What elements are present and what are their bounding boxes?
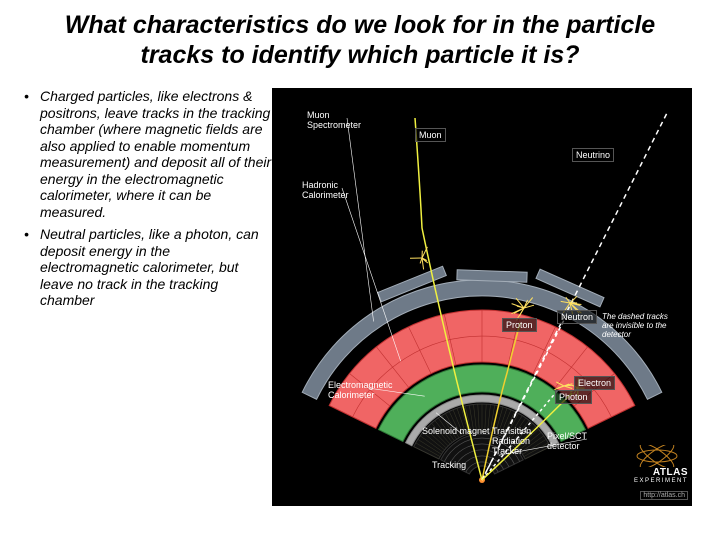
detector-diagram: ATLAS EXPERIMENT http://atlas.ch MuonSpe…: [272, 88, 692, 506]
diagram-label: HadronicCalorimeter: [302, 180, 349, 200]
diagram-label: Neutron: [557, 310, 597, 324]
diagram-label: MuonSpectrometer: [307, 110, 361, 130]
diagram-label: Solenoid magnet: [422, 426, 490, 436]
logo-url: http://atlas.ch: [640, 491, 688, 500]
diagram-label: TransitionRadiationTracker: [492, 426, 531, 456]
diagram-label: Pixel/SCTdetector: [547, 431, 587, 451]
diagram-label: ElectromagneticCalorimeter: [328, 380, 393, 400]
bullet-list: Charged particles, like electrons & posi…: [22, 88, 272, 506]
logo-title: ATLAS: [634, 467, 688, 478]
bullet-item: Charged particles, like electrons & posi…: [22, 88, 272, 220]
content-row: Charged particles, like electrons & posi…: [0, 88, 720, 506]
diagram-label: The dashed tracks are invisible to the d…: [602, 313, 680, 339]
diagram-label: Tracking: [432, 460, 466, 470]
atlas-rings-icon: [634, 445, 680, 467]
atlas-logo: ATLAS EXPERIMENT http://atlas.ch: [634, 445, 688, 502]
diagram-label: Muon: [415, 128, 446, 142]
logo-subtitle: EXPERIMENT: [634, 478, 688, 484]
diagram-label: Neutrino: [572, 148, 614, 162]
slide-title: What characteristics do we look for in t…: [0, 0, 720, 88]
diagram-label: Electron: [574, 376, 615, 390]
bullet-item: Neutral particles, like a photon, can de…: [22, 226, 272, 309]
diagram-label: Photon: [555, 390, 592, 404]
diagram-label: Proton: [502, 318, 537, 332]
